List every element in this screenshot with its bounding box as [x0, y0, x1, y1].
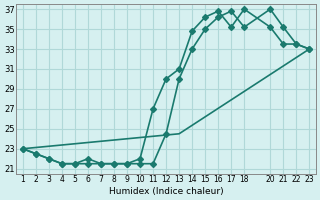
X-axis label: Humidex (Indice chaleur): Humidex (Indice chaleur)	[109, 187, 223, 196]
